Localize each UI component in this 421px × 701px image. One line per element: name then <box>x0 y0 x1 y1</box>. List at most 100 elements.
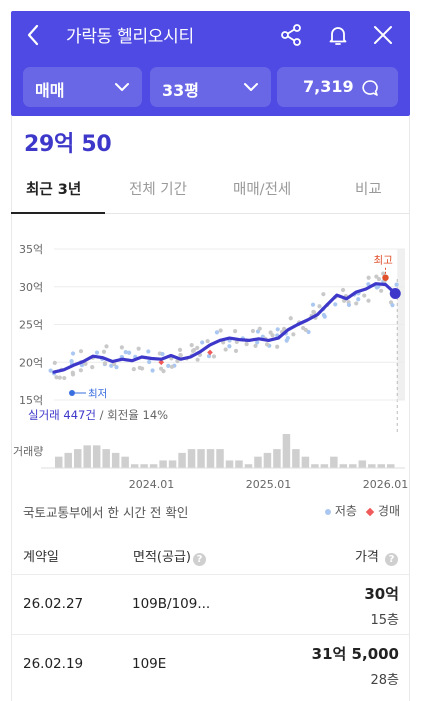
current-price-point <box>389 288 401 300</box>
header-top-row: 가락동 헬리오시티 <box>11 11 410 57</box>
volume-bar <box>273 449 281 468</box>
legend-auction-diamond <box>365 507 375 516</box>
help-icon[interactable]: ? <box>192 553 206 566</box>
volume-bar <box>235 460 243 468</box>
table-row[interactable]: 26.02.27 109B/109... 30억 15층 <box>11 574 410 634</box>
tab-compare[interactable]: 비교 <box>355 182 382 198</box>
comments-button[interactable]: 7,319 <box>277 67 398 107</box>
trade-point <box>57 375 62 380</box>
help-icon[interactable]: ? <box>385 553 398 566</box>
active-tab-underline <box>11 212 105 214</box>
col-header-area-label: 면적(공급) <box>133 550 191 565</box>
legend-auction: 경매 <box>365 502 400 519</box>
trade-point <box>78 349 84 354</box>
volume-bar <box>130 464 139 468</box>
x-tick-label: 2024.01 <box>129 478 175 491</box>
low-floor-point <box>94 350 100 355</box>
low-floor-point <box>255 340 260 345</box>
trade-point <box>321 292 326 297</box>
trade-point <box>379 288 384 293</box>
price-chart[interactable]: 35억 30억 25억 20억 15억 최고 최저 실거래 447건 / 회전율 14% 거래량… <box>11 232 410 502</box>
bell-icon[interactable] <box>324 21 352 49</box>
low-floor-point <box>48 368 53 373</box>
low-floor-point <box>321 312 326 318</box>
trade-point <box>253 343 258 348</box>
volume-bar <box>320 464 329 468</box>
low-floor-point <box>114 365 119 370</box>
volume-bar <box>111 452 120 468</box>
tab-sale-jeonse[interactable]: 매매/전세 <box>233 182 292 198</box>
size-select[interactable]: 33평 <box>150 67 271 107</box>
volume-bar <box>387 464 395 468</box>
volume-bar <box>244 464 253 468</box>
volume-bar <box>55 456 63 468</box>
volume-label: 거래량 <box>13 445 43 458</box>
row-area: 109E <box>132 656 167 672</box>
trade-point <box>112 361 117 367</box>
trade-point <box>70 370 75 375</box>
row-price: 31억 5,000 <box>311 645 399 663</box>
y-tick-label: 35억 <box>19 243 43 256</box>
y-tick-label: 30억 <box>19 281 43 294</box>
low-floor-point <box>70 351 76 356</box>
trade-point <box>354 301 359 306</box>
trade-point <box>78 368 83 373</box>
trade-point <box>54 375 59 380</box>
table-row[interactable]: 26.02.19 109E 31억 5,000 28층 <box>11 634 410 694</box>
trade-point <box>250 328 256 334</box>
price-trend-line <box>52 282 397 374</box>
low-floor-point <box>366 282 371 287</box>
trade-type-select[interactable]: 매매 <box>23 67 142 107</box>
volume-bar <box>64 452 72 468</box>
trade-point <box>264 342 270 347</box>
low-floor-point <box>275 327 280 332</box>
legend-auction-label: 경매 <box>377 504 400 518</box>
trade-point <box>366 298 371 303</box>
tab-all-period[interactable]: 전체 기간 <box>129 182 187 198</box>
volume-bar <box>358 460 367 468</box>
low-floor-point <box>160 351 165 357</box>
trade-point <box>104 344 109 349</box>
low-floor-point <box>126 350 132 355</box>
low-floor-point <box>333 302 338 307</box>
volume-bar <box>102 449 110 468</box>
trade-point <box>190 348 196 354</box>
auction-point <box>207 349 213 356</box>
trade-point <box>381 271 386 276</box>
trade-point <box>281 326 287 331</box>
tab-recent-3y[interactable]: 최근 3년 <box>26 182 82 198</box>
trade-point <box>101 349 107 354</box>
volume-bar <box>292 449 300 468</box>
chevron-down-icon <box>115 83 129 91</box>
trade-point <box>83 361 88 366</box>
close-icon[interactable] <box>369 21 397 49</box>
back-icon[interactable] <box>19 21 47 49</box>
share-icon[interactable] <box>277 21 305 49</box>
app-header: 가락동 헬리오시티 매매 33평 7,319 <box>11 11 410 116</box>
chart-legend: 저층 경매 <box>324 502 400 519</box>
row-date: 26.02.27 <box>23 596 84 612</box>
volume-bar <box>83 445 91 468</box>
size-value: 33평 <box>162 81 199 100</box>
volume-bar <box>377 464 386 468</box>
trade-point <box>90 365 95 370</box>
trade-point <box>374 274 379 279</box>
frame-right-border <box>409 116 410 701</box>
volume-bar <box>339 464 348 468</box>
row-area: 109B/109... <box>132 596 211 612</box>
max-price-point <box>382 274 389 281</box>
low-floor-point <box>227 344 232 349</box>
low-floor-point <box>146 349 151 354</box>
trade-point <box>205 338 210 344</box>
low-floor-point <box>150 368 155 373</box>
trade-point <box>233 329 238 334</box>
trade-type-value: 매매 <box>35 81 65 100</box>
volume-bar <box>330 456 338 468</box>
volume-bar <box>263 452 272 468</box>
trade-point <box>169 364 174 369</box>
volume-bar <box>225 460 234 468</box>
volume-bar <box>149 464 158 468</box>
volume-bar <box>187 449 196 468</box>
trade-point <box>317 304 322 309</box>
